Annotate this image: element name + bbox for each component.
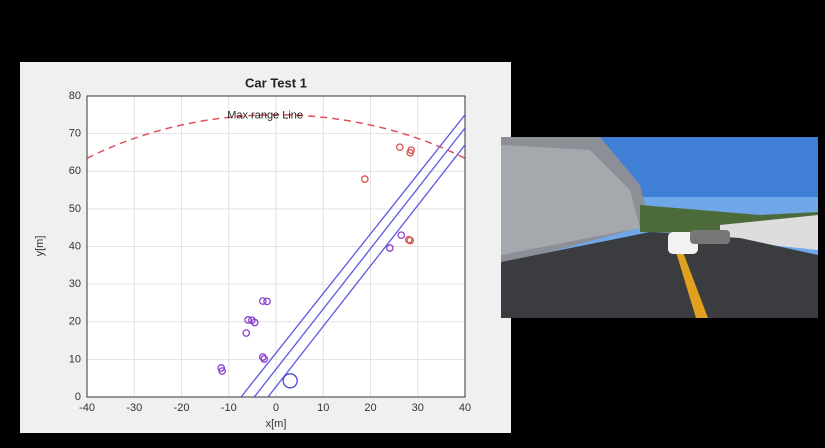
axes-box <box>86 95 466 398</box>
detection-point <box>218 367 226 375</box>
y-tick-label: 50 <box>69 203 81 215</box>
arc-label: Max range Line <box>227 110 303 122</box>
road <box>501 232 818 318</box>
detection-point <box>260 355 269 363</box>
detection-point <box>395 143 404 152</box>
camera-photo <box>501 137 818 318</box>
x-tick-label: -20 <box>174 402 190 414</box>
y-tick-label: 20 <box>69 316 81 328</box>
detection-point <box>360 175 369 184</box>
y-tick-label: 10 <box>69 353 81 365</box>
x-tick-label: -10 <box>221 402 237 414</box>
detection-point <box>250 318 259 327</box>
track-line <box>240 114 465 397</box>
x-tick-label: 10 <box>317 402 329 414</box>
detection-point <box>406 236 415 245</box>
detection-point <box>242 329 251 337</box>
y-tick-label: 70 <box>69 128 81 140</box>
x-tick-label: -40 <box>79 402 95 414</box>
lane-line <box>676 252 708 318</box>
detection-point <box>244 316 252 324</box>
y-tick-label: 30 <box>69 278 81 290</box>
detection-point <box>397 231 406 240</box>
detection-point <box>282 373 298 389</box>
y-tick-label: 80 <box>69 90 81 102</box>
y-tick-label: 0 <box>75 391 81 403</box>
track-line <box>267 144 465 397</box>
detection-point <box>258 353 267 361</box>
building-face <box>501 145 640 255</box>
parked-car <box>690 230 730 244</box>
detection-point <box>258 297 267 305</box>
x-tick-label: 30 <box>412 402 424 414</box>
chart-title: Car Test 1 <box>245 75 307 90</box>
detection-point <box>263 297 271 306</box>
detection-point <box>406 148 415 157</box>
x-axis-label: x[m] <box>266 418 287 430</box>
x-tick-label: 40 <box>459 402 471 414</box>
y-tick-label: 40 <box>69 240 81 252</box>
x-tick-label: -30 <box>126 402 142 414</box>
x-tick-label: 0 <box>273 402 279 414</box>
detection-point <box>386 244 394 252</box>
y-tick-label: 60 <box>69 165 81 177</box>
y-axis-label: y[m] <box>34 236 46 257</box>
max-range-arc <box>87 114 465 159</box>
track-line <box>253 127 465 397</box>
x-tick-label: 20 <box>364 402 376 414</box>
